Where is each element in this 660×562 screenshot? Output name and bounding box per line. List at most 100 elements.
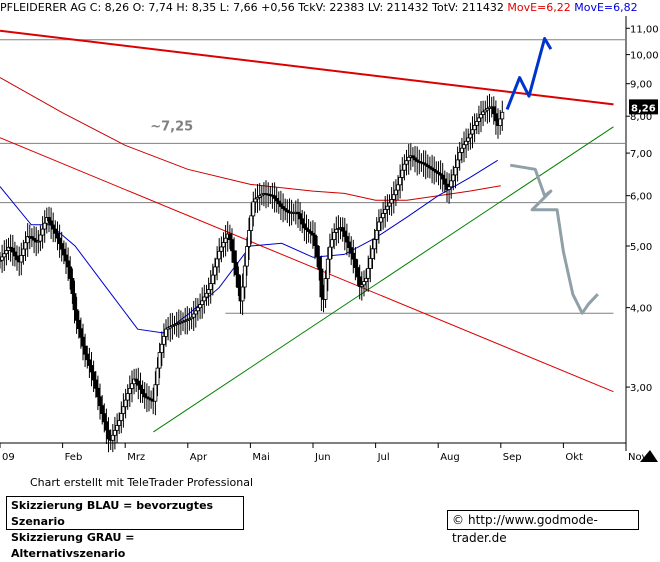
candle-body (310, 232, 315, 236)
candle-body (498, 118, 503, 127)
candle-body (368, 257, 373, 269)
candle-body (459, 147, 464, 153)
candle-body (366, 267, 371, 279)
candle-body (347, 241, 352, 248)
candle-body (330, 239, 334, 248)
y-tick-label-8: 3,00 (630, 383, 652, 394)
candle-body (298, 213, 303, 220)
candle-body (381, 213, 386, 219)
candle-body (42, 222, 47, 230)
candle-body (383, 208, 388, 214)
candle-body (102, 413, 107, 423)
trendline-red-0 (0, 29, 614, 106)
candle-body (400, 169, 405, 178)
candle-body (500, 111, 505, 120)
x-tick-label-6: Jul (377, 452, 390, 463)
candle-body (210, 274, 215, 285)
y-tick-label-1: 10,00 (630, 51, 659, 62)
candle-body (113, 429, 117, 436)
last-price-marker (629, 99, 658, 115)
candle-body (306, 229, 311, 232)
candle-body (221, 242, 226, 248)
ma1-readout: MovE=6,22 (507, 1, 571, 14)
candle-body (164, 328, 168, 337)
candle-body (344, 236, 349, 243)
scenario-grey-path (509, 163, 599, 315)
candle-body (40, 228, 45, 236)
candle-body (479, 114, 483, 119)
candle-body (149, 398, 154, 401)
y-tick-label-6: 5,00 (630, 242, 652, 253)
candle-body (427, 166, 432, 169)
candle-body (55, 232, 60, 239)
y-tick-label-7: 4,00 (630, 304, 652, 315)
candle-body (0, 256, 5, 261)
candle-body (327, 246, 332, 260)
candle-body (493, 113, 498, 122)
candle-body (244, 246, 249, 267)
y-tick-label-0: 11,00 (630, 24, 659, 35)
candle-body (396, 184, 400, 191)
candle-body (29, 236, 34, 239)
candle-body (362, 281, 366, 286)
candle-body (217, 250, 222, 260)
candle-body (79, 328, 83, 338)
candle-body (342, 230, 347, 237)
candle-body (376, 221, 381, 231)
candle-body (276, 200, 281, 205)
candle-body (447, 186, 452, 190)
candle-body (64, 254, 68, 262)
candle-body (425, 164, 430, 167)
candle-body (153, 384, 158, 402)
scroll-arrow-icon (640, 450, 658, 462)
candle-body (206, 289, 211, 294)
candle-body (440, 174, 445, 180)
candle-body (455, 159, 460, 168)
candle-body (81, 336, 85, 347)
candle-body (142, 393, 147, 398)
x-tick-label-9: Okt (565, 452, 583, 463)
candle-body (123, 399, 128, 408)
candle-body (434, 170, 439, 173)
candle-body (170, 324, 175, 327)
scenario-blue-path (505, 37, 553, 110)
candle-body (110, 434, 115, 441)
candle-body (402, 163, 407, 171)
candle-body (191, 313, 196, 318)
trendline-green-2 (153, 126, 614, 433)
candle-body (349, 247, 354, 254)
legend-blue-scenario: Skizzierung BLAU = bevorzugtes Szenario (11, 499, 214, 528)
candle-body (121, 406, 126, 414)
trendline-red-1 (0, 137, 614, 393)
candle-body (351, 252, 356, 260)
source-box[interactable]: © http://www.godmode-trader.de (447, 510, 639, 545)
y-tick-label-2: 9,00 (630, 80, 652, 91)
scenario-legend: Skizzierung BLAU = bevorzugtes Szenario … (6, 496, 244, 560)
legend-grey-scenario: Skizzierung GRAU = Alternativszenario (11, 531, 135, 560)
candle-body (370, 248, 375, 259)
candle-body (134, 378, 139, 382)
chart-credit: Chart erstellt mit TeleTrader Profession… (30, 476, 254, 489)
candle-body (127, 387, 132, 394)
candle-body (168, 326, 173, 329)
candle-body (283, 208, 288, 211)
candle-body (59, 243, 64, 250)
candle-body (317, 256, 322, 270)
candle-body (481, 111, 486, 115)
candle-body (249, 215, 254, 231)
candle-body (74, 309, 79, 321)
candle-body (355, 267, 360, 278)
candle-body (38, 234, 43, 242)
candle-body (274, 197, 279, 202)
candle-body (423, 163, 428, 166)
copyright-icon: © (452, 513, 464, 527)
candle-body (491, 106, 496, 115)
source-url[interactable]: http://www.godmode-trader.de (452, 513, 598, 545)
candle-body (208, 283, 213, 291)
candle-body (202, 296, 207, 302)
candle-body (389, 199, 394, 204)
candle-body (247, 230, 251, 247)
candle-body (32, 237, 36, 241)
candle-body (432, 168, 437, 172)
candle-body (136, 380, 141, 386)
